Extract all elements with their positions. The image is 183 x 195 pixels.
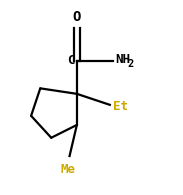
Text: NH: NH xyxy=(115,53,130,66)
Text: 2: 2 xyxy=(127,59,133,69)
Text: Et: Et xyxy=(113,100,128,113)
Text: O: O xyxy=(73,10,81,24)
Text: Me: Me xyxy=(60,163,75,176)
Text: C: C xyxy=(67,54,74,67)
